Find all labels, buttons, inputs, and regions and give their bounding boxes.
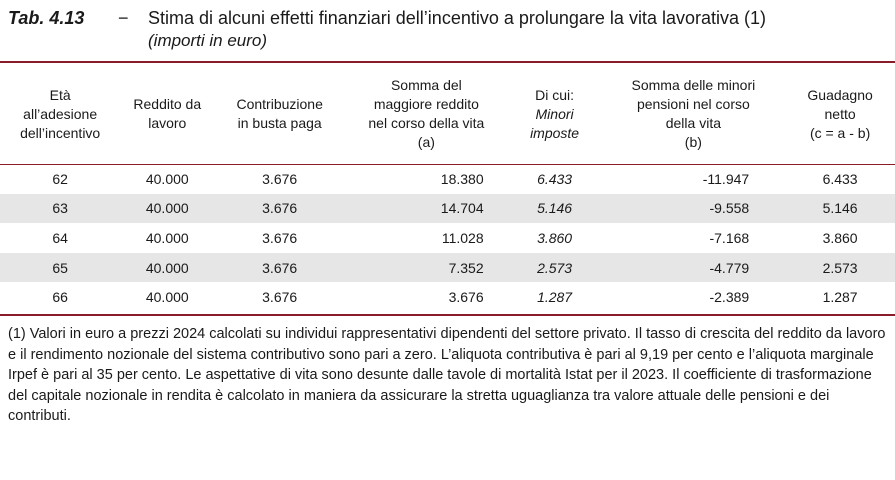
table-row: 66 40.000 3.676 3.676 1.287 -2.389 1.287: [0, 282, 895, 312]
cell-sum-income: 11.028: [441, 229, 484, 246]
cell-sum-income: 14.704: [345, 193, 508, 224]
cell-lower-pensions: -2.389: [709, 289, 750, 306]
cell-age: 64: [52, 229, 68, 246]
cell-net-gain: 3.860: [822, 229, 858, 246]
title-line: Tab. 4.13 − Stima di alcuni effetti fina…: [8, 6, 888, 30]
cell-age: 66: [52, 289, 68, 306]
cell-lower-taxes: 5.146: [507, 193, 602, 224]
title-dash: −: [118, 8, 129, 28]
header-net-gain: Guadagno netto (c = a - b): [807, 86, 873, 141]
cell-lower-pensions: -9.558: [601, 193, 786, 224]
header-age: Età all’adesione dell’incentivo: [20, 86, 101, 141]
header-lower-taxes: Di cui: Minori imposte: [530, 86, 580, 141]
header-lower-pensions: Somma delle minori pensioni nel corso de…: [631, 77, 756, 150]
cell-net-gain: 2.573: [785, 252, 895, 283]
cell-lower-taxes: 3.860: [537, 229, 573, 246]
cell-sum-income: 18.380: [440, 170, 484, 187]
table-title-block: Tab. 4.13 − Stima di alcuni effetti fina…: [8, 6, 888, 52]
cell-age: 65: [0, 252, 121, 283]
header-income: Reddito da lavoro: [133, 96, 202, 131]
table-footnote: (1) Valori in euro a prezzi 2024 calcola…: [8, 326, 886, 424]
table-number: Tab. 4.13: [8, 8, 85, 28]
cell-lower-taxes: 1.287: [537, 289, 573, 306]
top-rule: [0, 61, 895, 63]
table-row: 62 40.000 3.676 18.380 6.433 -11.947 6.4…: [0, 164, 895, 194]
cell-contribution: 3.676: [262, 229, 298, 246]
cell-age: 62: [52, 170, 68, 187]
table-row: 63 40.000 3.676 14.704 5.146 -9.558 5.14…: [0, 193, 895, 224]
cell-sum-income: 3.676: [448, 289, 484, 306]
table-row: 64 40.000 3.676 11.028 3.860 -7.168 3.86…: [0, 223, 895, 253]
cell-net-gain: 5.146: [785, 193, 895, 224]
cell-lower-pensions: -11.947: [702, 170, 750, 187]
cell-contribution: 3.676: [214, 252, 346, 283]
bottom-rule: [0, 314, 895, 316]
cell-lower-pensions: -4.779: [601, 252, 786, 283]
header-rule: [0, 164, 895, 165]
cell-income: 40.000: [145, 170, 189, 187]
cell-contribution: 3.676: [214, 193, 346, 224]
table-subtitle: (importi in euro): [148, 31, 268, 50]
table-title: Stima di alcuni effetti finanziari dell’…: [148, 8, 766, 28]
cell-lower-pensions: -7.168: [709, 229, 750, 246]
cell-net-gain: 6.433: [822, 170, 858, 187]
cell-lower-taxes: 2.573: [507, 252, 602, 283]
cell-lower-taxes: 6.433: [537, 170, 573, 187]
cell-contribution: 3.676: [262, 289, 298, 306]
cell-income: 40.000: [120, 252, 215, 283]
cell-contribution: 3.676: [262, 170, 298, 187]
cell-income: 40.000: [145, 289, 189, 306]
data-table: Età all’adesione dell’incentivo Reddito …: [0, 64, 895, 312]
header-sum-income: Somma del maggiore reddito nel corso del…: [368, 77, 485, 150]
cell-income: 40.000: [120, 193, 215, 224]
header-row: Età all’adesione dell’incentivo Reddito …: [0, 64, 895, 164]
header-contribution: Contribuzione in busta paga: [236, 96, 323, 131]
cell-sum-income: 7.352: [345, 252, 508, 283]
table-row: 65 40.000 3.676 7.352 2.573 -4.779 2.573: [0, 252, 895, 283]
cell-income: 40.000: [145, 229, 189, 246]
cell-net-gain: 1.287: [822, 289, 858, 306]
cell-age: 63: [0, 193, 121, 224]
